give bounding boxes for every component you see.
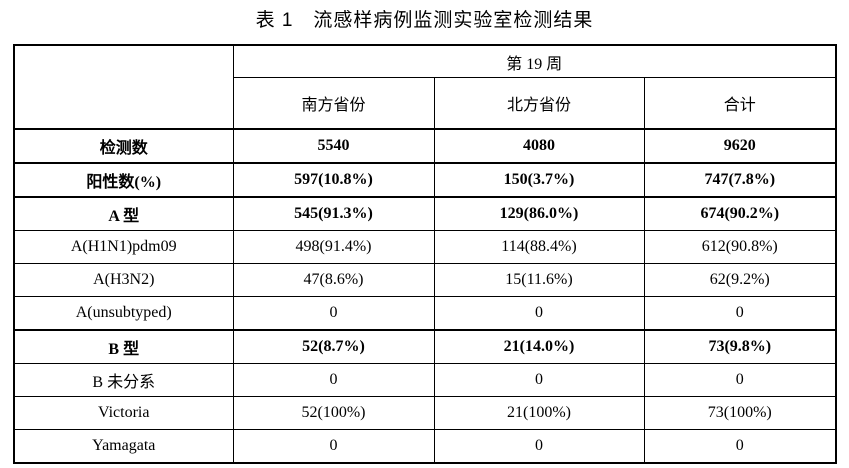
value-cell: 545(91.3%) — [232, 196, 435, 231]
table-row: B 型 52(8.7%) 21(14.0%) 73(9.8%) — [13, 329, 837, 364]
header-row-regions: 南方省份 北方省份 合计 — [14, 77, 837, 130]
value-cell: 747(7.8%) — [643, 162, 837, 198]
value-cell: 498(91.4%) — [232, 230, 435, 264]
value-cell: 0 — [643, 363, 837, 397]
row-label: Yamagata — [13, 429, 234, 464]
row-label: A(unsubtyped) — [13, 296, 234, 331]
value-cell: 52(100%) — [232, 396, 435, 430]
table-title: 表 1 流感样病例监测实验室检测结果 — [255, 10, 594, 31]
header-row-week: 第 19 周 — [13, 44, 837, 130]
value-cell: 5540 — [232, 128, 435, 164]
table-row: Victoria 52(100%) 21(100%) 73(100%) — [13, 396, 837, 430]
value-cell: 0 — [433, 363, 645, 397]
value-cell: 150(3.7%) — [433, 162, 645, 198]
table-row: A 型 545(91.3%) 129(86.0%) 674(90.2%) — [13, 196, 837, 231]
row-label: 检测数 — [13, 128, 234, 164]
corner-cell — [13, 44, 234, 130]
value-cell: 47(8.6%) — [232, 263, 435, 297]
value-cell: 9620 — [643, 128, 837, 164]
surveillance-results-table: 第 19 周 南方省份 北方省份 合计 检测数 5540 4080 9620 阳性数(%… — [13, 44, 838, 464]
table-row: A(unsubtyped) 0 0 0 — [13, 296, 837, 331]
row-label: B 型 — [13, 329, 234, 364]
row-label: Victoria — [13, 396, 234, 430]
table-row: 检测数 5540 4080 9620 — [13, 128, 837, 164]
value-cell: 21(14.0%) — [433, 329, 645, 364]
value-cell: 0 — [433, 429, 645, 464]
row-label: A(H1N1)pdm09 — [13, 230, 234, 264]
value-cell: 73(9.8%) — [643, 329, 837, 364]
value-cell: 114(88.4%) — [433, 230, 645, 264]
value-cell: 73(100%) — [643, 396, 837, 430]
row-label: A(H3N2) — [13, 263, 234, 297]
row-label: A 型 — [13, 196, 234, 231]
row-label: B 未分系 — [13, 363, 234, 397]
value-cell: 15(11.6%) — [433, 263, 645, 297]
value-cell: 52(8.7%) — [232, 329, 435, 364]
value-cell: 674(90.2%) — [643, 196, 837, 231]
row-label: 阳性数(%) — [13, 162, 234, 198]
table-row: Yamagata 0 0 0 — [13, 429, 837, 464]
value-cell: 0 — [433, 296, 645, 331]
value-cell: 62(9.2%) — [643, 263, 837, 297]
value-cell: 0 — [232, 363, 435, 397]
column-header-north: 北方省份 — [433, 77, 645, 130]
value-cell: 21(100%) — [433, 396, 645, 430]
table-row: 阳性数(%) 597(10.8%) 150(3.7%) 747(7.8%) — [13, 162, 837, 198]
value-cell: 0 — [643, 296, 837, 331]
value-cell: 0 — [232, 429, 435, 464]
value-cell: 4080 — [433, 128, 645, 164]
value-cell: 0 — [643, 429, 837, 464]
value-cell: 597(10.8%) — [232, 162, 435, 198]
column-header-south: 南方省份 — [232, 77, 435, 130]
table-row: B 未分系 0 0 0 — [13, 363, 837, 397]
value-cell: 612(90.8%) — [643, 230, 837, 264]
value-cell: 129(86.0%) — [433, 196, 645, 231]
table-body: 检测数 5540 4080 9620 阳性数(%) 597(10.8%) 150(3.7%)… — [13, 128, 837, 464]
table-row: A(H3N2) 47(8.6%) 15(11.6%) 62(9.2%) — [13, 263, 837, 297]
value-cell: 0 — [232, 296, 435, 331]
column-header-total: 合计 — [643, 77, 837, 130]
week-header-cell: 第 19 周 — [232, 44, 837, 78]
table-row: A(H1N1)pdm09 498(91.4%) 114(88.4%) 612(90.8… — [13, 230, 837, 264]
